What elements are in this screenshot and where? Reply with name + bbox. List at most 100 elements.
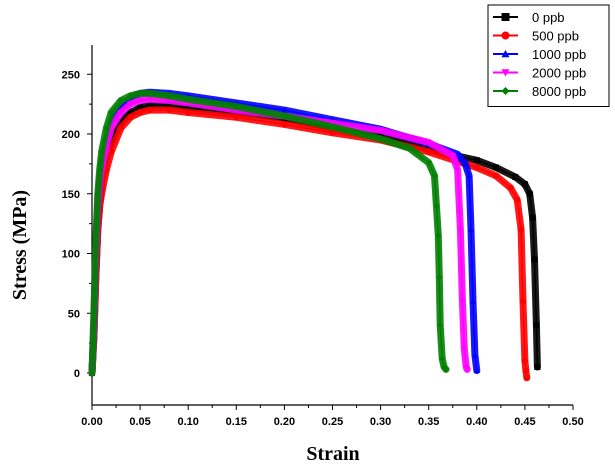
data-point — [165, 92, 172, 99]
data-point — [461, 346, 468, 353]
data-point — [103, 125, 110, 132]
data-point — [514, 196, 521, 203]
y-tick-label: 0 — [74, 368, 80, 380]
legend-marker — [501, 50, 510, 58]
data-point — [466, 172, 473, 179]
legend-label: 2000 ppb — [532, 66, 586, 81]
data-point — [137, 109, 144, 116]
data-point — [96, 166, 103, 173]
data-point — [92, 238, 99, 245]
data-point — [137, 98, 144, 104]
x-tick-label: 0.50 — [562, 416, 583, 428]
y-tick-label: 100 — [62, 249, 80, 261]
data-point — [471, 352, 478, 358]
data-point — [406, 145, 413, 152]
series-band — [88, 95, 471, 377]
data-point — [473, 367, 480, 374]
data-point — [425, 148, 432, 155]
data-point — [518, 226, 525, 233]
data-point — [473, 164, 480, 171]
y-tick-label: 250 — [62, 69, 80, 81]
data-point — [439, 355, 446, 362]
series-8000-ppb — [88, 89, 450, 377]
data-point — [146, 107, 153, 114]
data-point — [89, 370, 95, 376]
data-point — [522, 367, 529, 374]
data-point — [531, 256, 538, 263]
data-point — [94, 190, 101, 197]
data-point — [377, 135, 384, 142]
legend-marker — [501, 69, 510, 77]
data-point — [127, 114, 134, 121]
x-tick-label: 0.20 — [274, 416, 295, 428]
data-point — [108, 109, 115, 116]
data-point — [117, 119, 124, 126]
legend-marker — [501, 31, 510, 40]
y-tick-label: 200 — [62, 129, 80, 141]
x-tick-label: 0.25 — [322, 416, 343, 428]
data-point — [435, 232, 442, 239]
data-point — [449, 153, 456, 159]
axes: 0.00 0.05 0.10 0.15 0.20 0.25 0.30 0.35 0.40 0.45… — [62, 45, 584, 428]
data-point — [529, 214, 536, 221]
legend-marker — [501, 13, 510, 21]
data-point — [437, 322, 444, 329]
data-point — [117, 97, 124, 104]
data-point — [507, 184, 514, 191]
data-point — [185, 104, 192, 111]
data-point — [377, 128, 384, 134]
data-point — [146, 102, 153, 109]
data-point — [127, 101, 134, 108]
x-tick-label: 0.45 — [514, 416, 535, 428]
series-line — [91, 92, 447, 374]
data-point — [431, 172, 438, 179]
data-point — [519, 298, 526, 305]
y-tick-label: 150 — [62, 189, 80, 201]
data-point — [454, 167, 461, 173]
data-point — [469, 298, 476, 304]
data-point — [457, 227, 464, 233]
data-point — [534, 364, 541, 371]
data-point — [108, 148, 115, 155]
data-point — [526, 190, 533, 197]
data-point — [185, 109, 192, 116]
data-point — [493, 164, 500, 171]
series-band — [88, 88, 481, 377]
data-point — [117, 125, 124, 132]
y-tick-label: 50 — [68, 308, 80, 320]
data-point — [146, 90, 153, 97]
data-point — [443, 366, 450, 373]
data-point — [329, 129, 336, 136]
data-point — [459, 298, 466, 305]
data-point — [521, 358, 528, 365]
data-point — [468, 226, 475, 232]
data-point — [165, 102, 172, 109]
data-point — [185, 96, 192, 103]
data-point — [521, 181, 528, 188]
data-point — [127, 92, 134, 99]
legend-label: 0 ppb — [532, 10, 565, 25]
y-axis-title: Stress (MPa) — [9, 190, 31, 300]
data-point — [523, 374, 530, 381]
series-2000-ppb — [88, 95, 471, 377]
data-point — [462, 160, 469, 167]
x-tick-label: 0.30 — [370, 416, 391, 428]
legend: 0 ppb 500 ppb 1000 ppb 2000 ppb 8000 ppb — [487, 4, 610, 107]
data-point — [117, 110, 124, 116]
series-line — [91, 91, 478, 374]
data-point — [473, 157, 480, 164]
data-point — [329, 123, 336, 130]
data-point — [433, 202, 440, 209]
series-1000-ppb — [88, 88, 481, 377]
data-point — [90, 310, 97, 317]
data-point — [281, 113, 288, 120]
data-point — [127, 109, 134, 116]
data-point — [137, 104, 144, 111]
legend-label: 500 ppb — [532, 29, 579, 44]
data-point — [98, 148, 105, 155]
data-point — [165, 107, 172, 114]
data-point — [281, 107, 288, 113]
data-point — [436, 274, 443, 281]
series-layer — [88, 88, 541, 382]
